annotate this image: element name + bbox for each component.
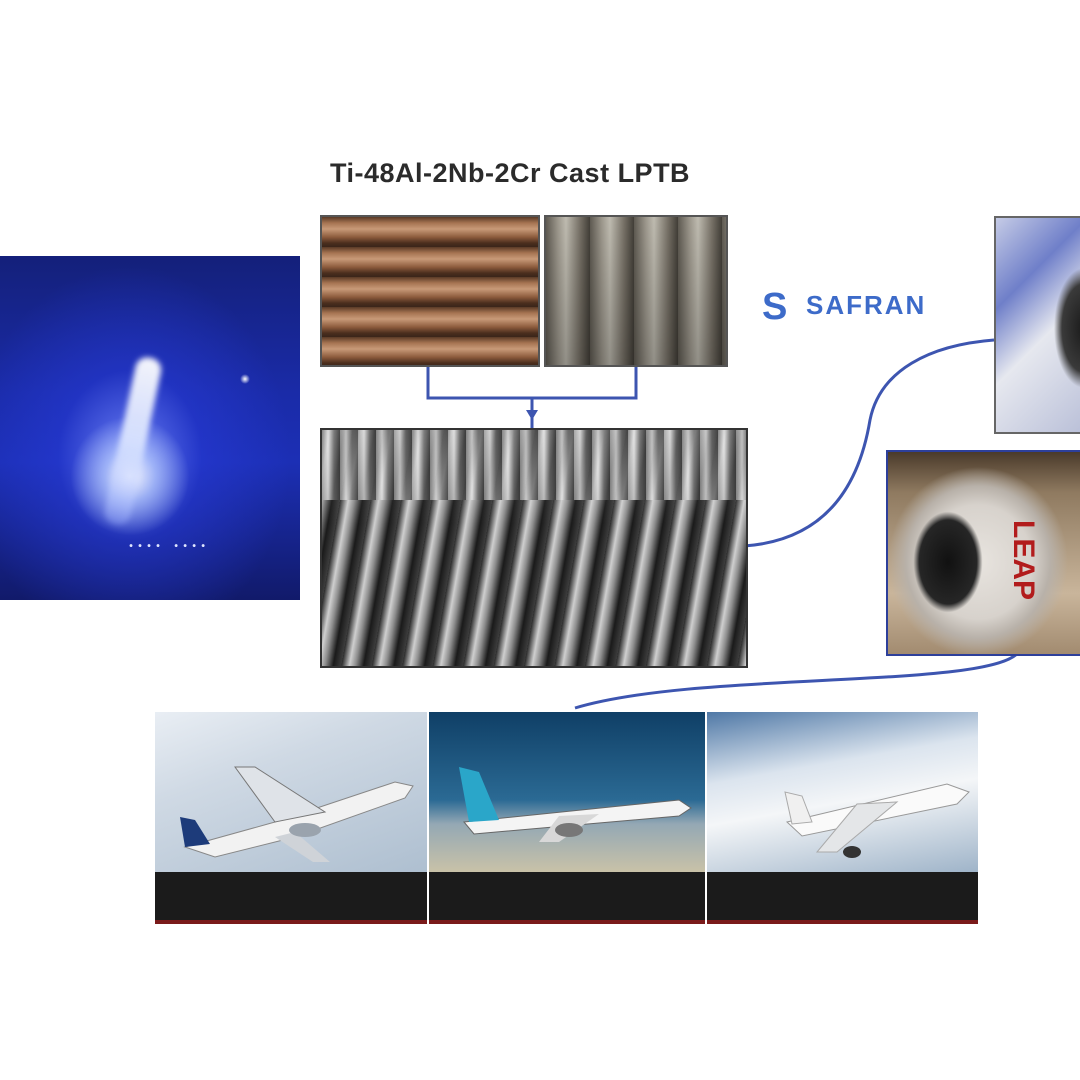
aircraft-photo-image [155, 712, 427, 872]
airliner-icon [180, 766, 414, 862]
aircraft-photo-image [707, 712, 978, 872]
turbine-engine-photo [994, 216, 1080, 434]
safran-logo-text: SAFRAN [806, 290, 927, 320]
aircraft-caption [429, 872, 705, 924]
leap-engine-photo [886, 450, 1080, 656]
airliner-icon [784, 783, 970, 858]
leap-engine-label: LEAP [1007, 520, 1040, 601]
diagram-title: Ti-48Al-2Nb-2Cr Cast LPTB [330, 158, 691, 188]
aircraft-caption [707, 872, 978, 924]
aircraft-photo-boeing [429, 712, 705, 924]
metal-bars-photo [544, 215, 728, 367]
aircraft-photo-comac [707, 712, 978, 924]
copper-ingot-bars-photo [320, 215, 540, 367]
casting-tray [322, 430, 746, 500]
aircraft-photo-image [429, 712, 705, 872]
spark [240, 374, 250, 384]
cast-turbine-blades-photo [320, 428, 748, 668]
aircraft-photo-airbus [155, 712, 427, 924]
aircraft-strip [155, 712, 978, 924]
safran-logo-icon: S [762, 286, 788, 328]
plasma-photo-caption: ∙∙∙∙ ∙∙∙∙ [128, 541, 210, 552]
airliner-icon [459, 767, 692, 842]
aircraft-caption [155, 872, 427, 924]
plasma-arc-photo: ∙∙∙∙ ∙∙∙∙ [0, 256, 300, 600]
